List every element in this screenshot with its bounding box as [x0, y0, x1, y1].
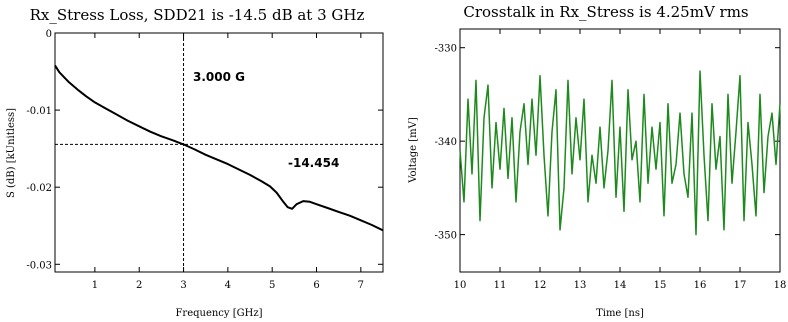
x-tick-label: 13	[574, 280, 587, 291]
loss-chart: Rx_Stress Loss, SDD21 is -14.5 dB at 3 G…	[6, 6, 384, 319]
x-tick-label: 10	[454, 280, 467, 291]
x-tick-label: 17	[734, 280, 747, 291]
y-tick-label: -350	[435, 231, 457, 242]
loss-plot-area	[54, 32, 384, 273]
x-tick-label: 6	[313, 280, 319, 291]
crosstalk-chart-title: Crosstalk in Rx_Stress is 4.25mV rms	[463, 3, 748, 21]
x-tick-label: 14	[614, 280, 627, 291]
y-tick-label: -0.03	[26, 260, 52, 271]
x-tick-label: 2	[136, 280, 142, 291]
x-tick-label: 1	[92, 280, 98, 291]
x-tick-label: 18	[774, 280, 787, 291]
cursor-y-readout: -14.454	[288, 156, 339, 170]
y-tick-label: 0	[46, 29, 52, 40]
y-tick-label: -0.02	[26, 183, 52, 194]
crosstalk-chart: Crosstalk in Rx_Stress is 4.25mV rms 10 1…	[408, 3, 786, 319]
x-tick-label: 3	[180, 280, 186, 291]
crosstalk-x-axis-label: Time [ns]	[596, 308, 644, 319]
x-tick-label: 4	[225, 280, 231, 291]
crosstalk-series	[459, 70, 781, 236]
series-line	[459, 70, 781, 236]
y-tick-label: -0.01	[26, 106, 52, 117]
loss-chart-title: Rx_Stress Loss, SDD21 is -14.5 dB at 3 G…	[30, 6, 365, 24]
x-tick-label: 16	[694, 280, 707, 291]
x-tick-label: 12	[534, 280, 547, 291]
loss-series	[54, 64, 384, 232]
crosstalk-y-axis: -330 -340 -350	[435, 44, 780, 242]
y-tick-label: -340	[435, 137, 457, 148]
crosstalk-x-axis: 10 11 12 13 14 15 16 17 18	[454, 29, 787, 291]
crosstalk-y-axis-label: Voltage [mV]	[408, 117, 419, 184]
cursor-x-readout: 3.000 G	[193, 70, 245, 84]
x-tick-label: 11	[494, 280, 507, 291]
loss-y-axis-label: S (dB) [kUnitless]	[6, 108, 17, 198]
loss-y-axis: 0 -0.01 -0.02 -0.03	[26, 29, 383, 271]
series-line	[54, 64, 384, 232]
crosstalk-plot-area	[459, 28, 781, 273]
x-tick-label: 15	[654, 280, 667, 291]
loss-x-axis-label: Frequency [GHz]	[175, 308, 262, 319]
x-tick-label: 5	[269, 280, 275, 291]
y-tick-label: -330	[435, 44, 457, 55]
x-tick-label: 7	[358, 280, 364, 291]
